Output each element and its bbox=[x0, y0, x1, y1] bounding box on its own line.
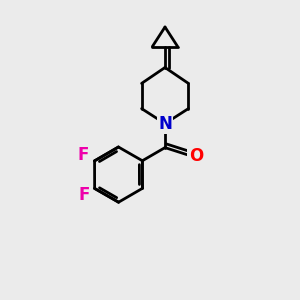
Text: N: N bbox=[158, 115, 172, 133]
Text: F: F bbox=[78, 146, 89, 164]
Text: O: O bbox=[189, 147, 203, 165]
Text: F: F bbox=[78, 186, 89, 204]
